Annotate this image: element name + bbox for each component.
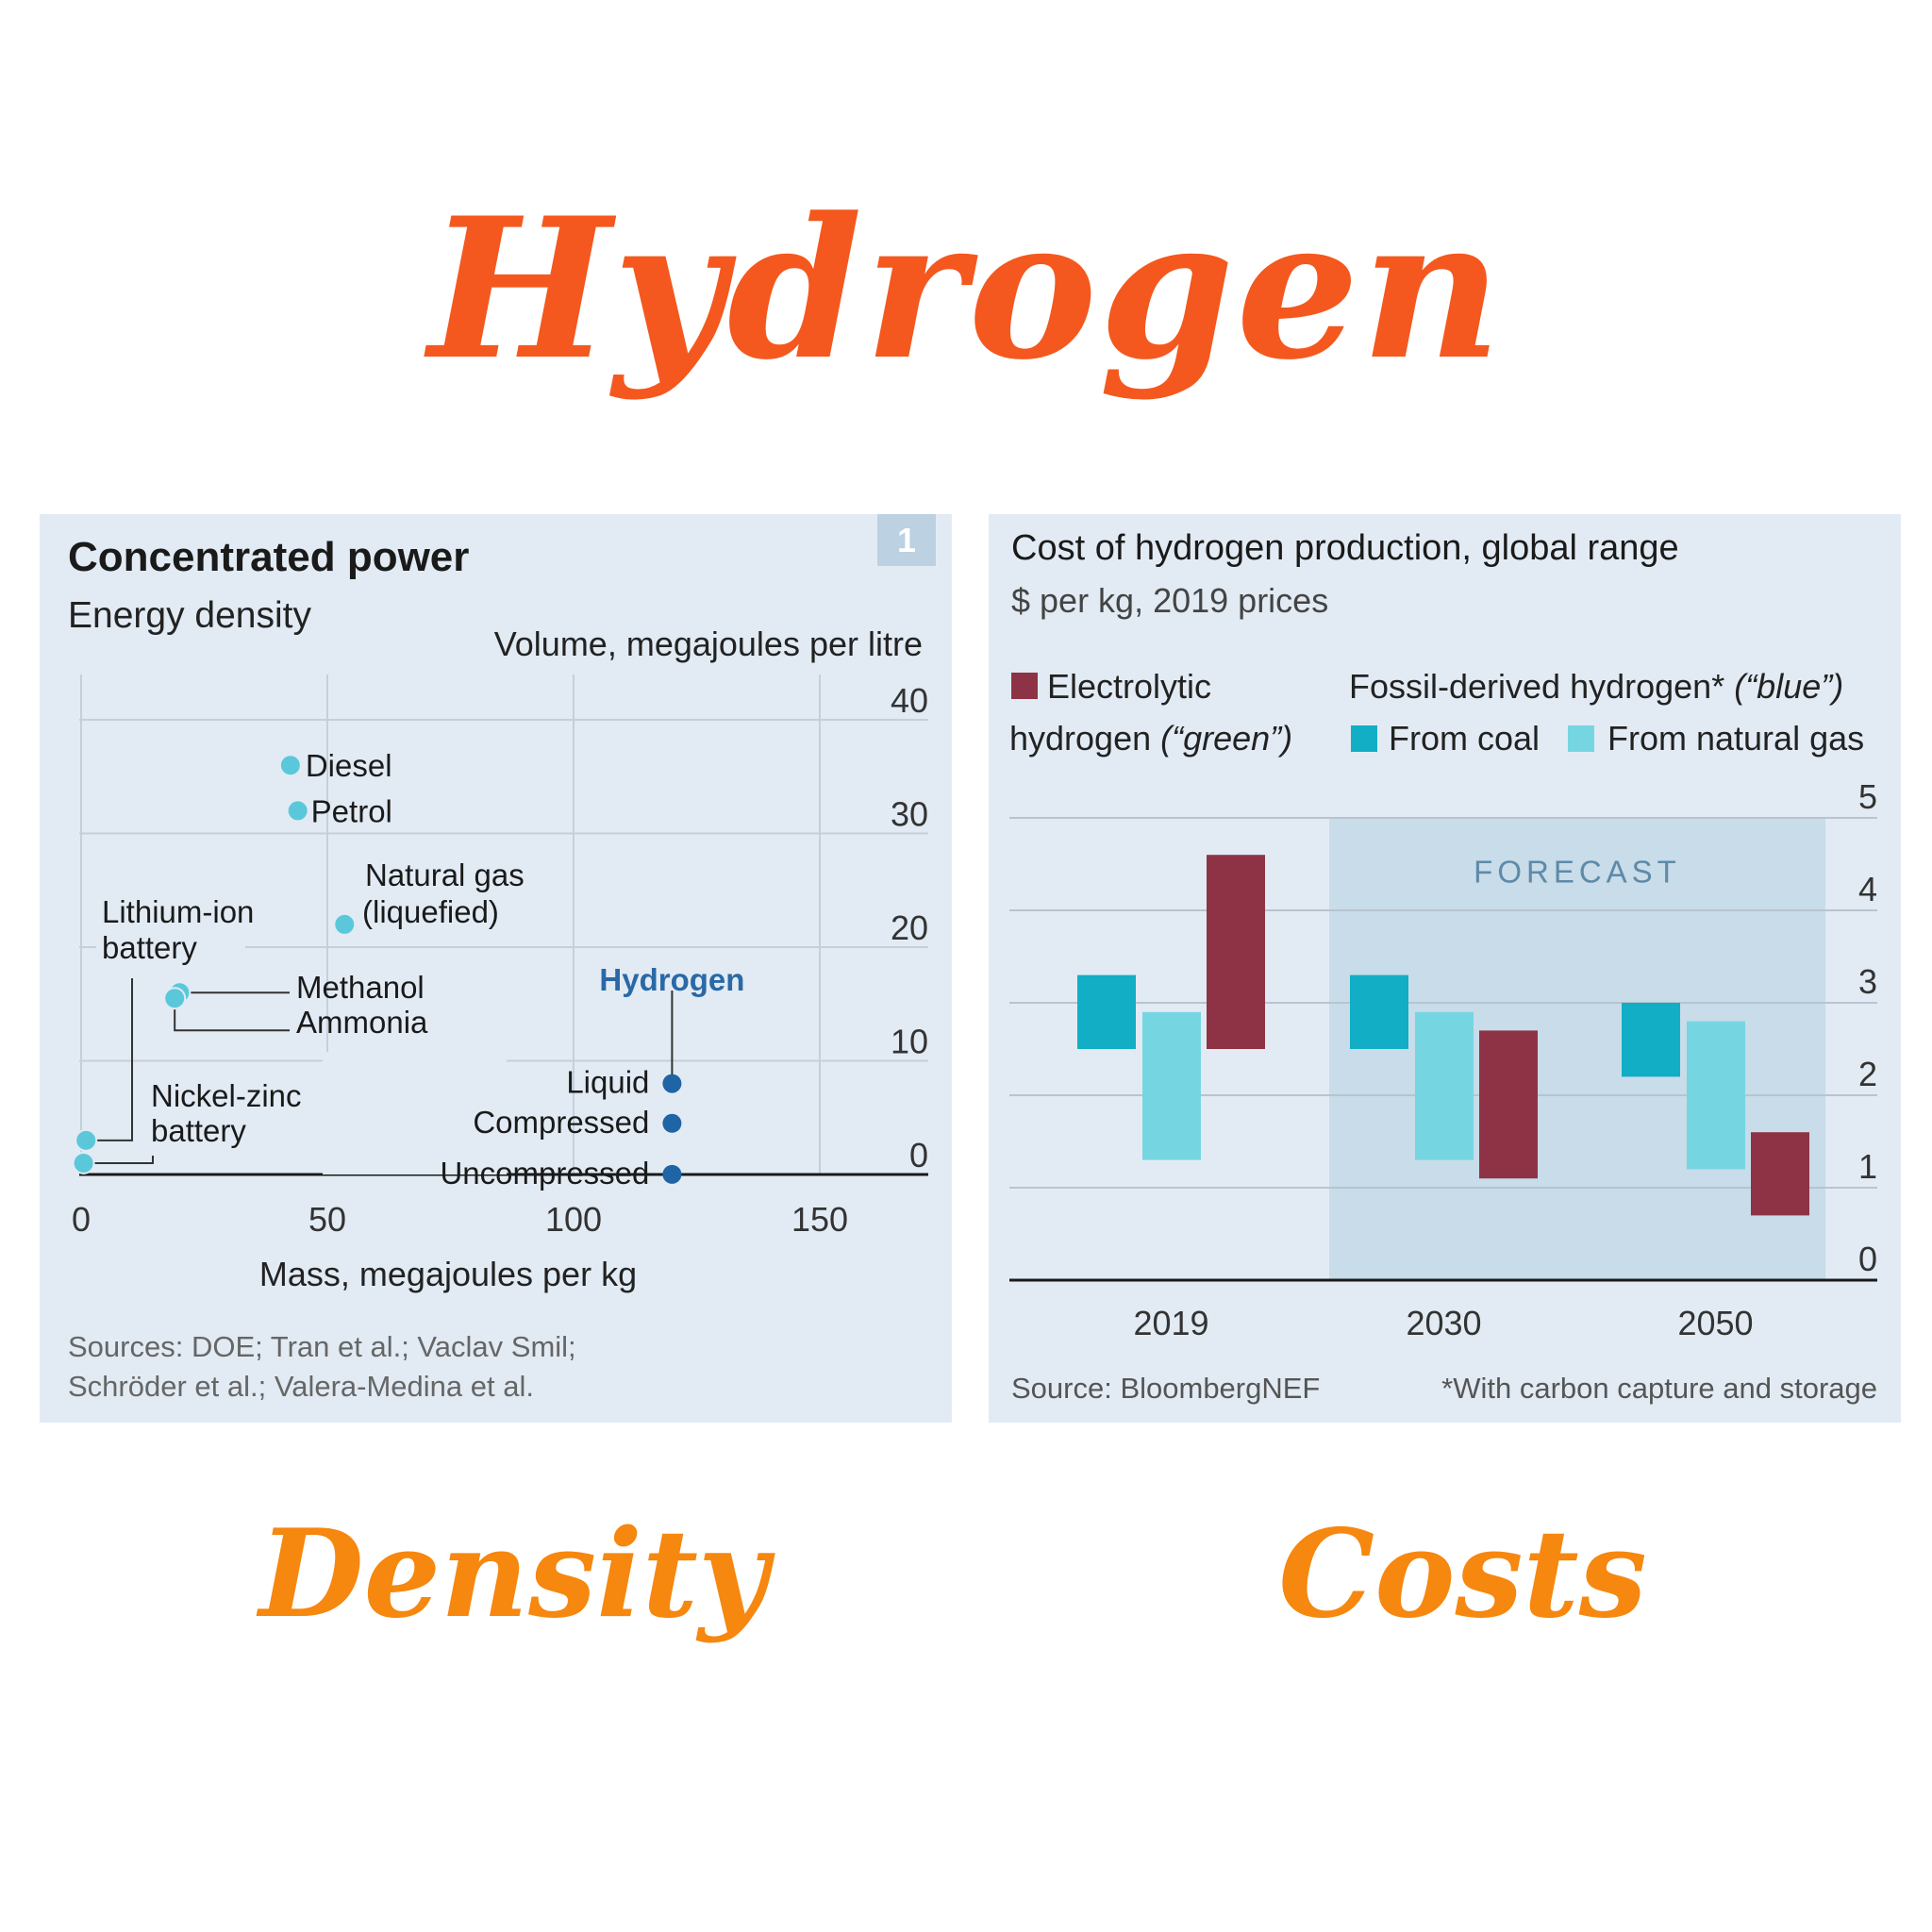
bar-from-coal-2030 bbox=[1350, 974, 1408, 1049]
cost-y-tick-label: 1 bbox=[1858, 1147, 1877, 1186]
caption-density: Density bbox=[258, 1504, 769, 1645]
point-ammonia bbox=[163, 987, 187, 1010]
point-lithium-ion-battery bbox=[75, 1128, 98, 1152]
density-y-tick-label: 30 bbox=[891, 795, 928, 834]
point-uncompressed bbox=[662, 1164, 682, 1184]
cost-y-tick-label: 2 bbox=[1858, 1055, 1877, 1093]
cost-x-tick-label: 2050 bbox=[1677, 1304, 1753, 1342]
density-y-tick-label: 40 bbox=[891, 681, 928, 720]
main-title: Hydrogen bbox=[428, 176, 1504, 403]
density-sources-line2: Schröder et al.; Valera-Medina et al. bbox=[68, 1370, 534, 1403]
cost-y-tick-label: 5 bbox=[1858, 777, 1877, 816]
point-natural-gas-liquefied bbox=[333, 912, 357, 936]
density-sources-line1: Sources: DOE; Tran et al.; Vaclav Smil; bbox=[68, 1330, 576, 1363]
leader-ammonia bbox=[174, 1002, 290, 1032]
cost-footnote: *With carbon capture and storage bbox=[1441, 1372, 1877, 1405]
density-x-axis-label: Mass, megajoules per kg bbox=[259, 1255, 637, 1293]
density-chart-title: Concentrated power bbox=[68, 534, 469, 580]
point-liquid bbox=[662, 1074, 682, 1093]
cost-source: Source: BloombergNEF bbox=[1011, 1372, 1320, 1405]
cost-chart-subtitle: $ per kg, 2019 prices bbox=[1011, 581, 1328, 620]
legend-swatch-gas bbox=[1568, 725, 1594, 752]
label-hydrogen-uncompressed: Uncompressed bbox=[440, 1156, 649, 1191]
leader-lithium-ion bbox=[93, 976, 133, 1141]
chart-number-badge-text: 1 bbox=[897, 521, 916, 559]
density-y-tick-label: 10 bbox=[891, 1023, 928, 1061]
label-natural-gas-line1: Natural gas bbox=[365, 858, 525, 892]
label-methanol: Methanol bbox=[296, 970, 425, 1005]
cost-chart-title: Cost of hydrogen production, global rang… bbox=[1011, 528, 1679, 568]
forecast-label: FORECAST bbox=[1474, 855, 1681, 890]
label-ammonia: Ammonia bbox=[296, 1005, 428, 1040]
label-hydrogen: Hydrogen bbox=[599, 962, 744, 997]
label-nickel-zinc-line2: battery bbox=[151, 1113, 246, 1148]
density-x-tick-label: 100 bbox=[545, 1200, 602, 1239]
point-petrol bbox=[286, 799, 309, 823]
label-nickel-zinc-line1: Nickel-zinc bbox=[151, 1078, 302, 1113]
bar-from-natural-gas-2030 bbox=[1415, 1011, 1474, 1160]
bar-from-coal-2019 bbox=[1077, 974, 1136, 1049]
density-x-tick-label: 0 bbox=[72, 1200, 91, 1239]
cost-chart: Cost of hydrogen production, global rang… bbox=[1009, 528, 1877, 1405]
density-chart-subtitle: Energy density bbox=[68, 595, 311, 636]
label-diesel: Diesel bbox=[306, 748, 392, 783]
bar-electrolytic-hydrogen-2019 bbox=[1207, 855, 1265, 1049]
legend-swatch-electrolytic bbox=[1011, 673, 1038, 699]
density-x-tick-label: 50 bbox=[308, 1200, 346, 1239]
density-y-tick-label: 0 bbox=[909, 1136, 928, 1174]
point-diesel bbox=[278, 754, 302, 777]
label-mask bbox=[96, 903, 245, 978]
legend-label-coal: From coal bbox=[1389, 719, 1540, 758]
cost-y-tick-label: 0 bbox=[1858, 1240, 1877, 1278]
cost-x-tick-label: 2019 bbox=[1133, 1304, 1208, 1342]
label-hydrogen-liquid: Liquid bbox=[566, 1065, 649, 1100]
legend-header-fossil: Fossil-derived hydrogen* (“blue”) bbox=[1349, 667, 1843, 706]
point-nickel-zinc-battery bbox=[72, 1151, 95, 1174]
chart-number-badge bbox=[877, 514, 936, 566]
caption-costs: Costs bbox=[1278, 1504, 1647, 1645]
label-mask bbox=[145, 1080, 296, 1156]
bar-electrolytic-hydrogen-2050 bbox=[1751, 1132, 1809, 1216]
label-hydrogen-compressed: Compressed bbox=[473, 1105, 649, 1140]
legend-swatch-coal bbox=[1351, 725, 1377, 752]
density-y-tick-label: 20 bbox=[891, 908, 928, 947]
cost-y-tick-label: 3 bbox=[1858, 962, 1877, 1001]
label-mask bbox=[323, 1052, 507, 1174]
leader-nickel-zinc bbox=[92, 1149, 154, 1164]
density-chart-panel: 1 Concentrated power Energy density Volu… bbox=[40, 514, 952, 1423]
density-chart: 1 Concentrated power Energy density Volu… bbox=[68, 514, 936, 1403]
label-lithium-ion-line1: Lithium-ion bbox=[102, 894, 254, 929]
legend-label-electrolytic-line1: Electrolytic bbox=[1047, 667, 1211, 706]
bar-from-natural-gas-2019 bbox=[1142, 1011, 1201, 1160]
label-petrol: Petrol bbox=[311, 793, 392, 828]
label-natural-gas-line2: (liquefied) bbox=[362, 894, 499, 929]
cost-x-tick-label: 2030 bbox=[1406, 1304, 1481, 1342]
legend-label-electrolytic-line2: hydrogen (“green”) bbox=[1009, 719, 1292, 758]
bar-electrolytic-hydrogen-2030 bbox=[1479, 1030, 1538, 1179]
density-x-tick-label: 150 bbox=[791, 1200, 848, 1239]
legend-label-gas: From natural gas bbox=[1607, 719, 1864, 758]
label-lithium-ion-line2: battery bbox=[102, 930, 197, 965]
bar-from-natural-gas-2050 bbox=[1687, 1021, 1745, 1170]
bar-from-coal-2050 bbox=[1622, 1003, 1680, 1077]
cost-y-tick-label: 4 bbox=[1858, 870, 1877, 908]
density-y-axis-label: Volume, megajoules per litre bbox=[494, 625, 923, 663]
point-compressed bbox=[662, 1113, 682, 1133]
cost-chart-panel: Cost of hydrogen production, global rang… bbox=[989, 514, 1901, 1423]
